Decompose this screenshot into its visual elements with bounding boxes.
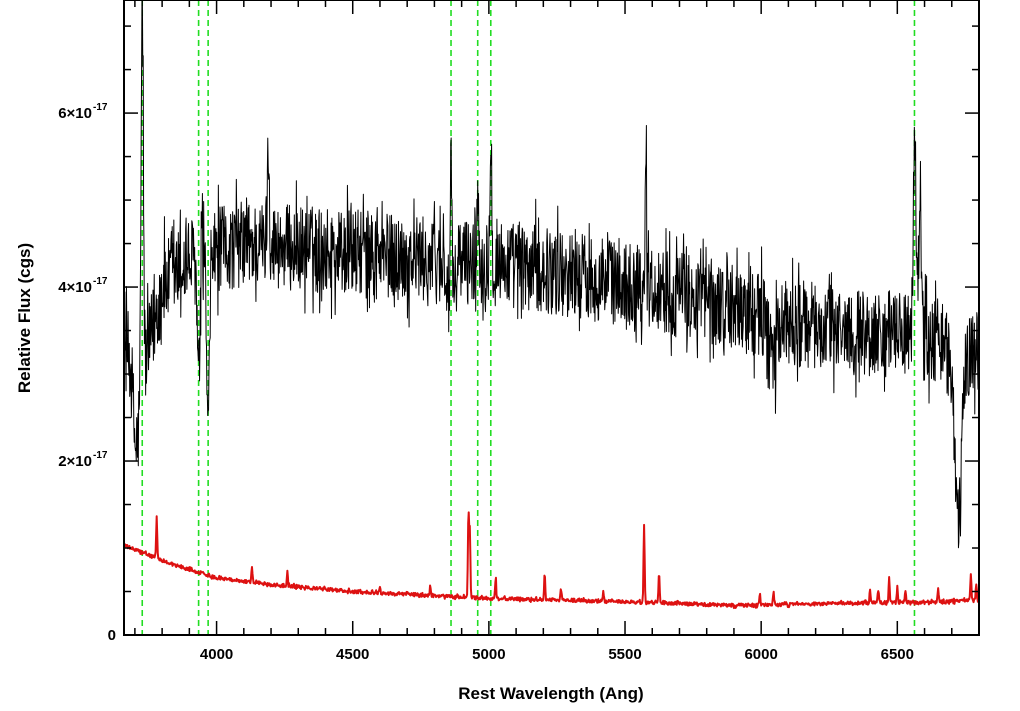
- x-tick-label: 5500: [608, 646, 641, 663]
- series-line-spectrum: [123, 0, 980, 549]
- y-tick-label: 2×10: [58, 453, 92, 470]
- y-tick-label: 4×10: [58, 279, 92, 296]
- y-axis-title: Relative Flux (cgs): [15, 243, 34, 393]
- y-tick-label: 6×10: [58, 105, 92, 122]
- y-tick-exponent: -17: [93, 450, 108, 461]
- plot-frame: [123, 0, 980, 636]
- series-line-error: [123, 511, 980, 610]
- x-tick-label: 4500: [336, 646, 369, 663]
- x-axis-title: Rest Wavelength (Ang): [458, 684, 643, 703]
- emission-line-markers: [141, 0, 916, 635]
- x-tick-label: 6500: [881, 646, 914, 663]
- x-tick-label: 6000: [744, 646, 777, 663]
- y-tick-exponent: -17: [93, 276, 108, 287]
- y-tick-exponent: -17: [93, 102, 108, 113]
- x-tick-label: 5000: [472, 646, 505, 663]
- y-tick-label: 0: [108, 627, 116, 644]
- series-layer: [123, 0, 980, 610]
- x-tick-label: 4000: [200, 646, 233, 663]
